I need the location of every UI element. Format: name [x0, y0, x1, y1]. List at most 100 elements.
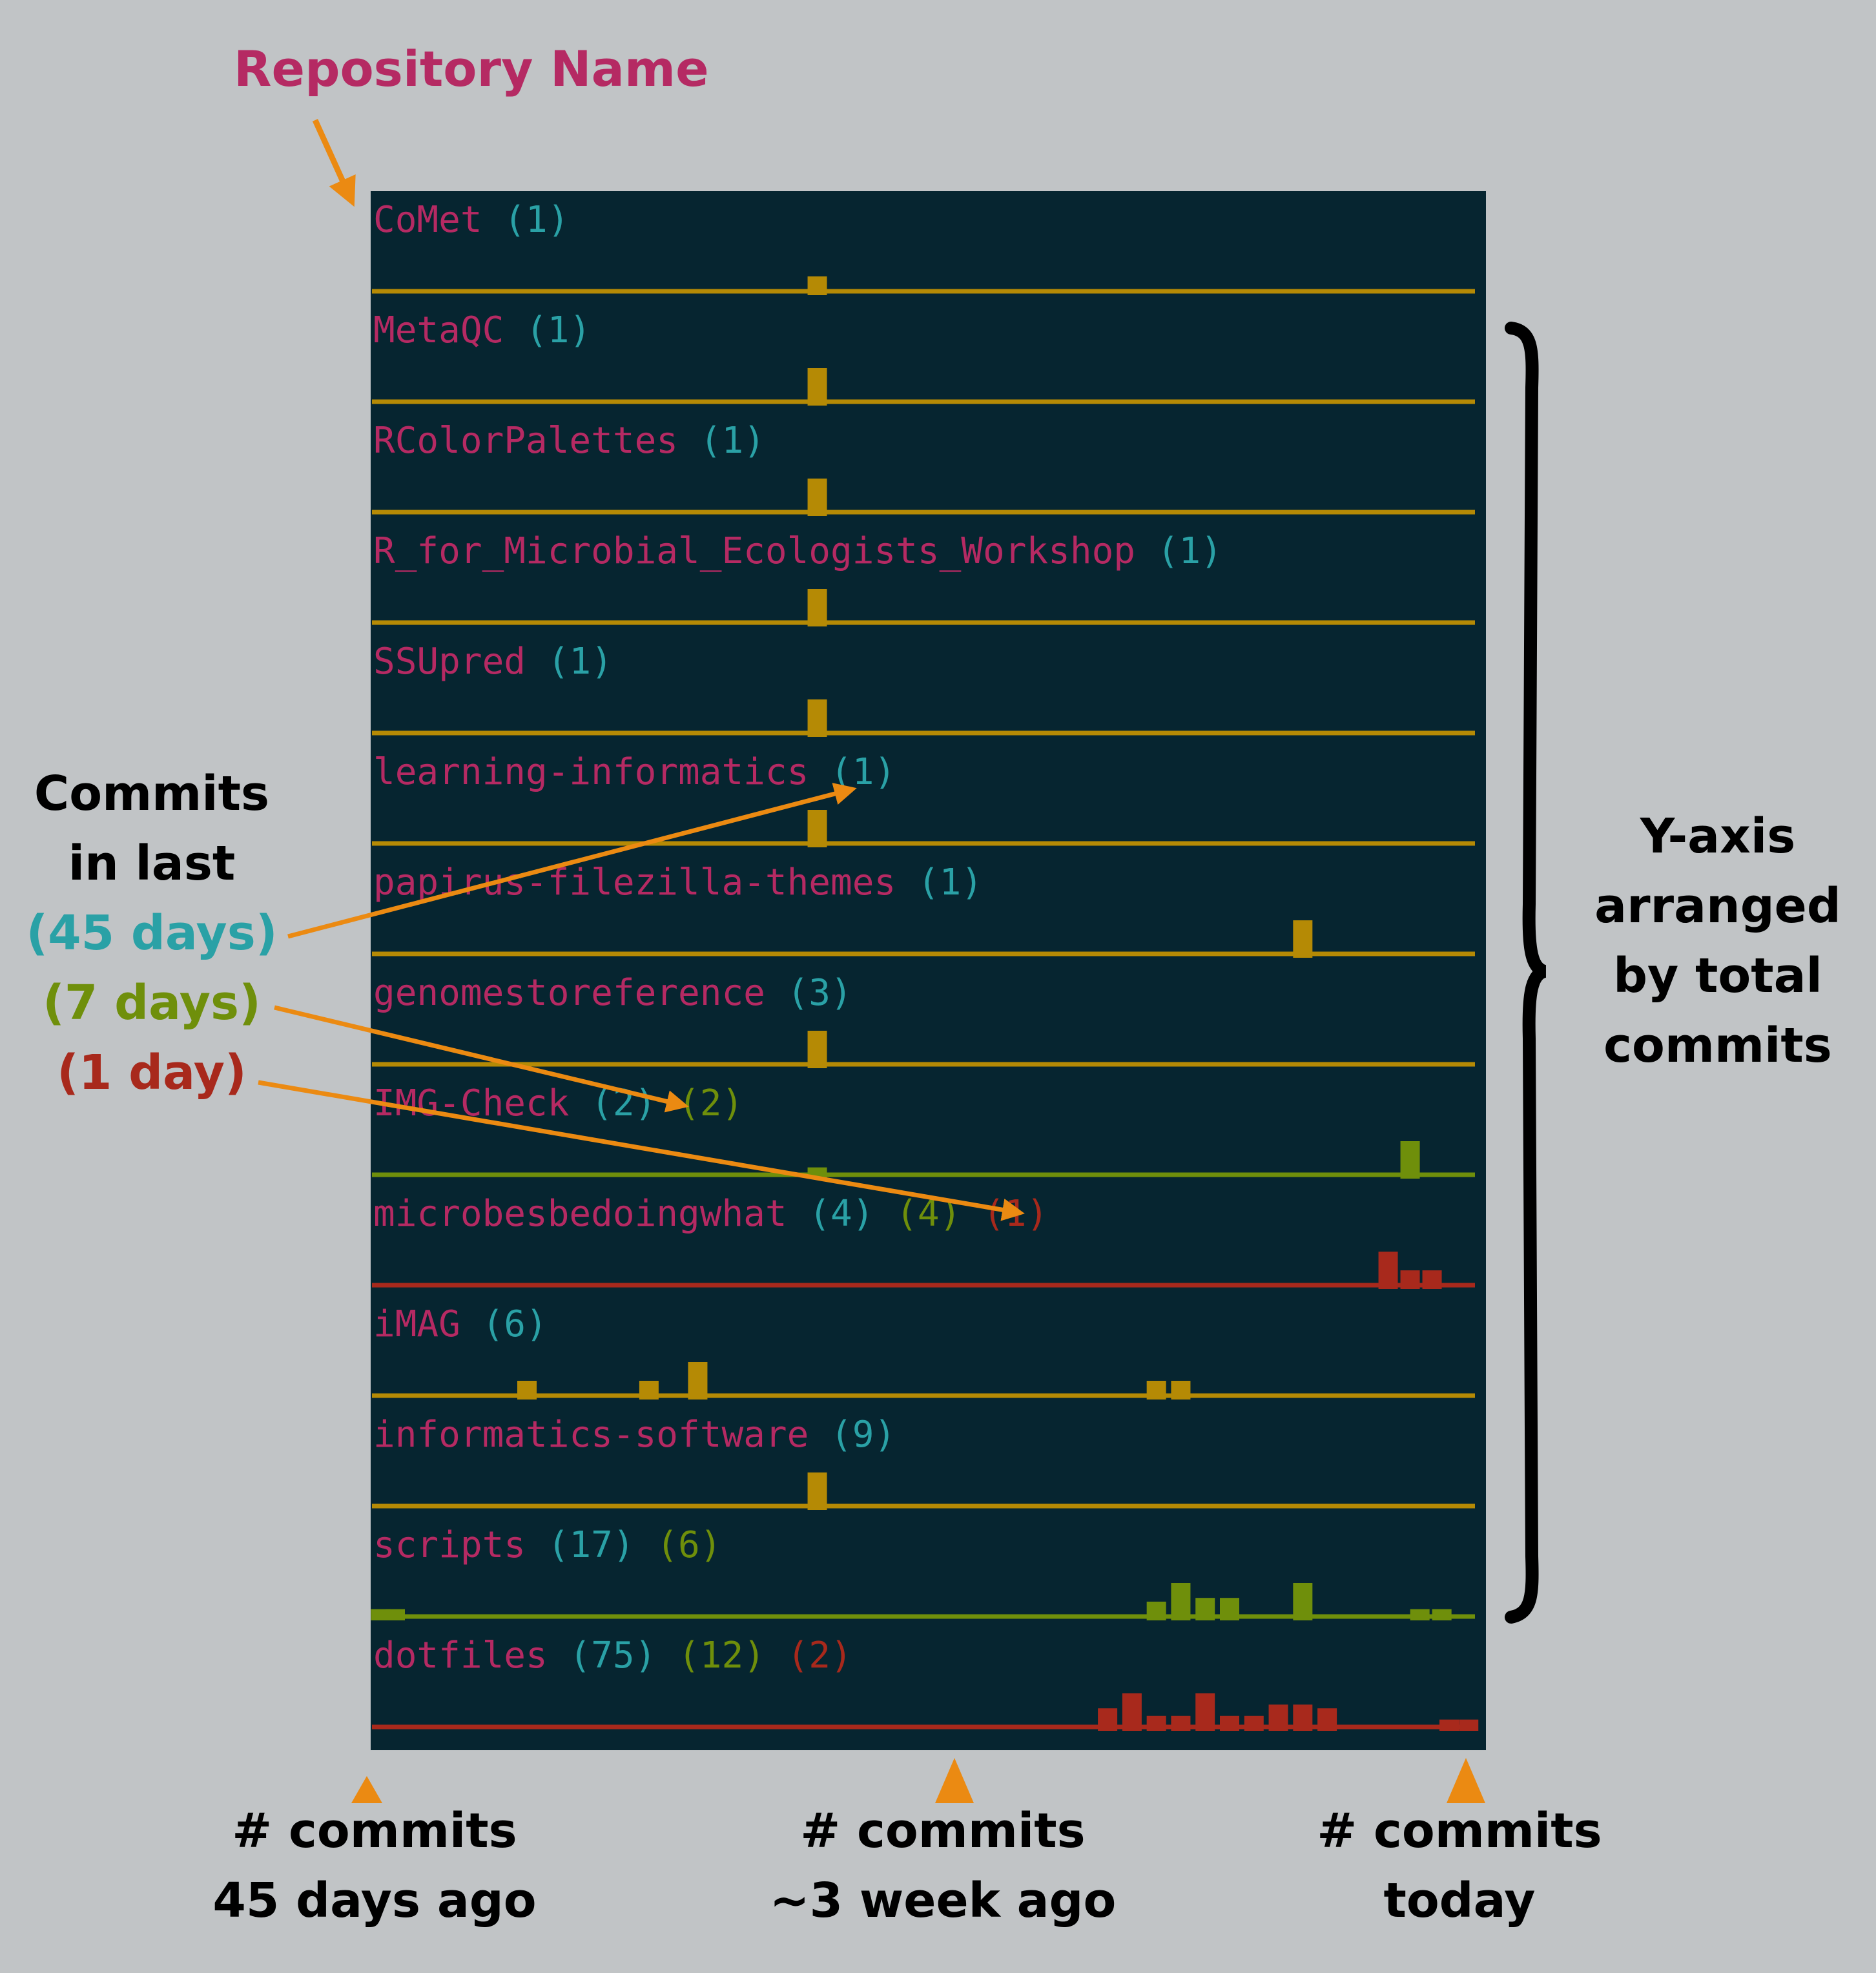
sparkline-bar	[1146, 1381, 1166, 1400]
bottom-label-45-days-line1: # commits	[232, 1803, 517, 1859]
sparkline-bar	[1220, 1715, 1239, 1731]
repo-row-label: CoMet (1)	[373, 198, 569, 243]
sparkline-bar	[1171, 1381, 1191, 1400]
repo-row-label: scripts (17) (6)	[373, 1523, 721, 1568]
sparkline-bar	[807, 368, 827, 406]
repo-name: SSUpred	[373, 641, 526, 683]
sparkline-bar	[1439, 1719, 1459, 1731]
sparkline-bar	[1146, 1715, 1166, 1731]
sparkline-bar	[1317, 1708, 1337, 1731]
sparkline-bar	[1293, 1583, 1313, 1620]
repo-name: microbesbedoingwhat	[373, 1193, 787, 1235]
sparkline-bar	[1268, 1704, 1288, 1731]
repository-name-arrow	[312, 119, 356, 207]
sparkline-bar	[1410, 1609, 1430, 1620]
repo-name: informatics-software	[373, 1414, 809, 1456]
repo-row-label: papirus-filezilla-themes (1)	[373, 860, 983, 905]
sparkline-bar	[807, 810, 827, 847]
repo-row-label: dotfiles (75) (12) (2)	[373, 1633, 852, 1679]
repo-row-label: microbesbedoingwhat (4) (4) (1)	[373, 1192, 1048, 1237]
sparkline-bar	[1400, 1141, 1420, 1179]
bottom-label-3-weeks-line2: ~3 week ago	[769, 1873, 1117, 1928]
sparkline-bar	[1146, 1602, 1166, 1620]
sparkline-bar	[1220, 1598, 1239, 1620]
sparkline-bar	[639, 1381, 659, 1400]
count-7-days: (6)	[656, 1524, 722, 1566]
repo-name: RColorPalettes	[373, 420, 679, 462]
repo-name: learning-informatics	[373, 751, 809, 793]
legend-7-days-arrow	[274, 1005, 689, 1113]
repo-name: R_for_Microbial_Ecologists_Workshop	[373, 530, 1136, 572]
count-45-days: (3)	[787, 972, 852, 1014]
sparkline-bar	[1459, 1719, 1479, 1731]
sparkline-bar	[807, 589, 827, 626]
y-axis-note-line1: Y-axis	[1640, 809, 1796, 864]
y-axis-note-line2: arranged	[1594, 878, 1841, 934]
count-45-days: (4)	[809, 1193, 874, 1235]
sparkline-bar	[1098, 1708, 1118, 1731]
repo-name: MetaQC	[373, 309, 504, 351]
y-axis-note-line4: commits	[1603, 1018, 1832, 1073]
marker-3-weeks-ago	[935, 1758, 974, 1803]
y-axis-brace	[1505, 322, 1547, 1624]
repo-row-label: genomestoreference (3)	[373, 971, 852, 1016]
sparklines	[371, 276, 1479, 1731]
sparkline-bar	[1422, 1270, 1442, 1289]
repo-row-label: RColorPalettes (1)	[373, 418, 765, 464]
bottom-label-45-days-line2: 45 days ago	[212, 1873, 537, 1928]
repo-name: genomestoreference	[373, 972, 765, 1014]
repo-name: dotfiles	[373, 1635, 548, 1677]
sparkline-bar	[807, 1472, 827, 1510]
legend-45-days: (45 days)	[26, 905, 278, 961]
count-45-days: (17)	[547, 1524, 635, 1566]
count-45-days: (1)	[1157, 530, 1222, 572]
sparkline-bar	[1122, 1693, 1142, 1731]
bottom-label-today-line1: # commits	[1317, 1803, 1602, 1859]
legend-1-day-arrow	[258, 1080, 1025, 1221]
sparkline-bar	[1432, 1609, 1452, 1620]
bottom-label-today-line2: today	[1383, 1873, 1536, 1928]
sparkline-bar	[1171, 1583, 1191, 1620]
legend-commits: Commits	[34, 766, 270, 821]
terminal-panel: CoMet (1) MetaQC (1) RColorPalettes (1) R_f…	[371, 191, 1486, 1750]
legend-in-last: in last	[68, 836, 236, 891]
repo-name: papirus-filezilla-themes	[373, 862, 896, 904]
sparkline-bar	[807, 479, 827, 516]
count-45-days: (6)	[482, 1303, 548, 1345]
sparkline-bar	[371, 1609, 391, 1620]
count-7-days: (12)	[678, 1635, 765, 1677]
bottom-label-3-weeks-line1: # commits	[800, 1803, 1086, 1859]
repo-name: CoMet	[373, 199, 482, 241]
repository-name-label: Repository Name	[234, 40, 709, 98]
sparkline-bar	[1244, 1715, 1264, 1731]
count-45-days: (1)	[526, 309, 592, 351]
sparkline-bar	[1293, 920, 1313, 958]
sparkline-bar	[1378, 1252, 1398, 1289]
count-45-days: (1)	[504, 199, 570, 241]
sparkline-bar	[1171, 1715, 1191, 1731]
sparkline-bar	[517, 1381, 537, 1400]
count-1-day: (2)	[787, 1635, 852, 1677]
count-7-days: (2)	[678, 1082, 744, 1124]
count-45-days: (1)	[547, 641, 613, 683]
marker-today	[1447, 1758, 1485, 1803]
sparkline-bar	[1195, 1693, 1215, 1731]
legend-1-day: (1 day)	[57, 1045, 247, 1100]
y-axis-note-line3: by total	[1613, 948, 1822, 1004]
legend-45-days-arrow	[287, 783, 857, 939]
repo-row-label: learning-informatics (1)	[373, 750, 896, 795]
marker-45-days-ago	[351, 1776, 382, 1803]
repo-row-label: informatics-software (9)	[373, 1412, 896, 1458]
sparkline-bar	[688, 1362, 708, 1400]
sparkline-bar	[807, 699, 827, 737]
sparkline-bar	[1400, 1270, 1420, 1289]
count-45-days: (75)	[569, 1635, 657, 1677]
count-45-days: (1)	[699, 420, 765, 462]
sparkline-bar	[1195, 1598, 1215, 1620]
count-45-days: (1)	[917, 862, 984, 904]
repo-name: scripts	[373, 1524, 526, 1566]
sparkline-bar	[1293, 1704, 1313, 1731]
repo-row-label: R_for_Microbial_Ecologists_Workshop (1)	[373, 529, 1222, 574]
sparkline-bar	[807, 276, 827, 295]
